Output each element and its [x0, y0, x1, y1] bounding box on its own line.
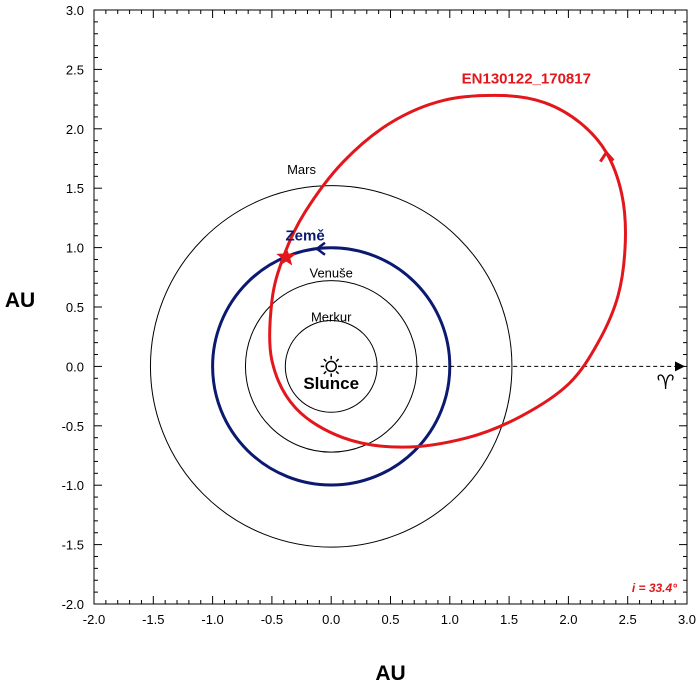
y-tick-label: -1.0 [62, 478, 84, 493]
x-tick-label: 1.0 [441, 612, 459, 627]
x-tick-label: 2.0 [559, 612, 577, 627]
y-tick-label: 2.5 [66, 62, 84, 77]
x-tick-label: 0.5 [381, 612, 399, 627]
orbit-mars [149, 185, 513, 548]
sun-label: Slunce [303, 374, 359, 393]
y-tick-label: -0.5 [62, 419, 84, 434]
earth-label: Země [286, 227, 325, 244]
x-tick-labels: -2.0 -1.5 -1.0 -0.5 0.0 0.5 1.0 1.5 2.0 2.5 3.0 [83, 612, 696, 627]
x-tick-label: -1.0 [201, 612, 223, 627]
comet-orbit [268, 93, 627, 449]
x-tick-label: 2.5 [619, 612, 637, 627]
orbit-země [211, 246, 452, 487]
x-tick-label: 3.0 [678, 612, 696, 627]
y-tick-label: 1.0 [66, 241, 84, 256]
x-axis-title: AU [375, 662, 405, 685]
x-tick-label: -2.0 [83, 612, 105, 627]
plot-frame [93, 9, 688, 605]
y-axis-title: AU [5, 289, 35, 312]
x-tick-label: 0.0 [322, 612, 340, 627]
y-tick-label: 1.5 [66, 181, 84, 196]
aries-symbol: ♈ [657, 370, 675, 394]
x-axis-ticks [93, 10, 688, 604]
earth-direction-arrow [314, 241, 326, 256]
y-tick-label: -1.5 [62, 538, 84, 553]
comet-name-label: EN130122_170817 [462, 71, 591, 88]
mars-label: Mars [287, 162, 316, 177]
y-tick-labels: 3.0 2.5 2.0 1.5 1.0 0.5 0.0 -0.5 -1.0 -1.5 -2.0 [62, 3, 84, 612]
inclination-label: i = 33.4° [632, 581, 677, 595]
mercury-label: Merkur [311, 309, 352, 324]
x-tick-label: -1.5 [142, 612, 164, 627]
x-tick-label: 1.5 [500, 612, 518, 627]
y-tick-label: 0.5 [66, 300, 84, 315]
sun-icon [320, 355, 342, 377]
comet-direction-arrow [599, 150, 615, 163]
y-tick-label: 2.0 [66, 122, 84, 137]
y-tick-label: 0.0 [66, 359, 84, 374]
vernal-equinox-arrowhead [675, 361, 685, 372]
x-tick-label: -0.5 [261, 612, 283, 627]
venus-label: Venuše [310, 265, 353, 280]
comet-position-star-icon [276, 246, 297, 266]
y-tick-label: -2.0 [62, 597, 84, 612]
y-tick-label: 3.0 [66, 3, 84, 18]
